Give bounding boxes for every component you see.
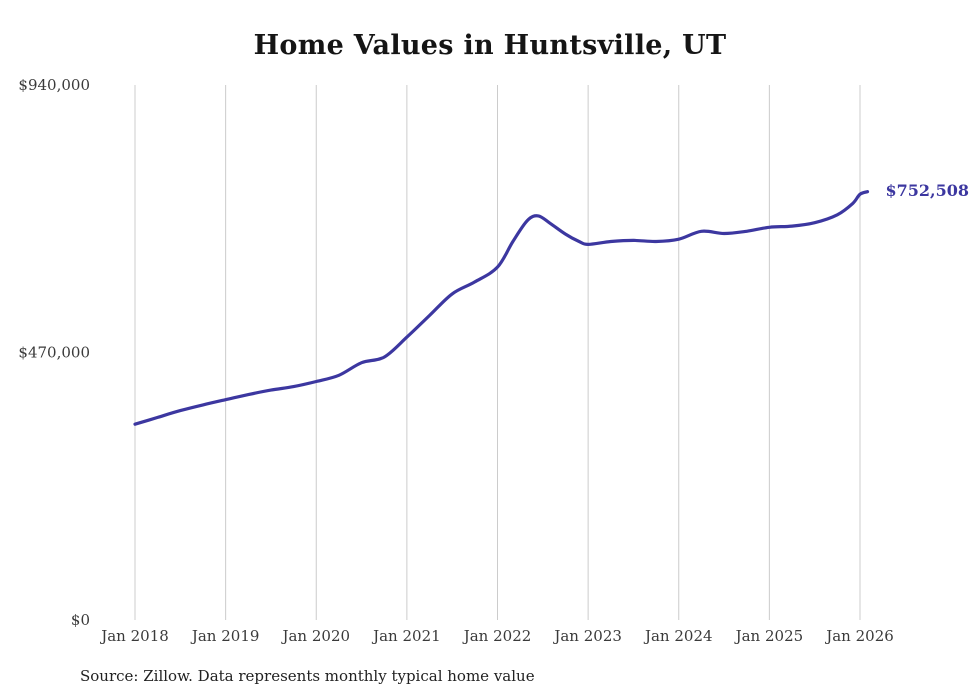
x-tick-label: Jan 2019 xyxy=(190,627,260,645)
value-line xyxy=(133,190,870,426)
x-tick-label: Jan 2021 xyxy=(371,627,441,645)
y-tick-label: $0 xyxy=(71,611,90,629)
current-value-label: $752,508 xyxy=(885,180,970,200)
x-tick-label: Jan 2026 xyxy=(824,627,894,645)
x-tick-label: Jan 2018 xyxy=(99,627,169,645)
source-note: Source: Zillow. Data represents monthly … xyxy=(80,667,535,685)
x-tick-label: Jan 2025 xyxy=(734,627,804,645)
x-tick-label: Jan 2020 xyxy=(280,627,350,645)
chart-title: Home Values in Huntsville, UT xyxy=(253,30,727,61)
y-tick-label: $940,000 xyxy=(18,76,90,94)
y-tick-label: $470,000 xyxy=(18,344,90,362)
x-tick-label: Jan 2024 xyxy=(643,627,713,645)
x-tick-label: Jan 2022 xyxy=(462,627,532,645)
x-tick-label: Jan 2023 xyxy=(552,627,622,645)
